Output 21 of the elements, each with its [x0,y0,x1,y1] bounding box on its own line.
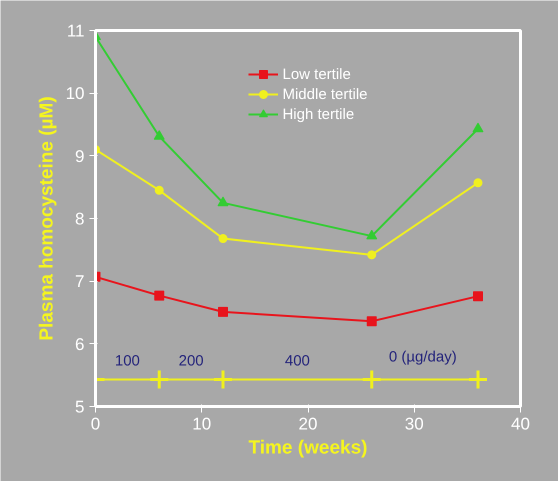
x-tick-label: 20 [298,414,318,434]
x-tick-label: 40 [511,414,530,434]
x-tick-label: 30 [404,414,424,434]
y-tick-label: 10 [66,84,85,104]
x-tick-label: 0 [90,414,100,434]
legend-label: Middle tertile [282,86,368,102]
x-tick-label: 10 [192,414,212,434]
y-tick-label: 9 [75,146,85,166]
y-tick-label: 8 [75,210,85,228]
y-tick-label: 5 [75,398,85,416]
annotation: 100 [114,352,140,370]
x-axis-title: Time (weeks) [248,438,368,458]
annotation: 400 [284,352,310,370]
y-tick-label: 7 [75,272,85,292]
legend-label: Low tertile [282,66,351,82]
y-tick-label: 6 [75,334,85,354]
y-axis-title: Plasma homocysteine (µM) [36,96,58,341]
legend-label: High tertile [282,106,354,122]
annotation: 200 [178,352,204,370]
annotation: 0 (µg/day) [388,348,457,366]
y-tick-label: 11 [66,22,85,40]
